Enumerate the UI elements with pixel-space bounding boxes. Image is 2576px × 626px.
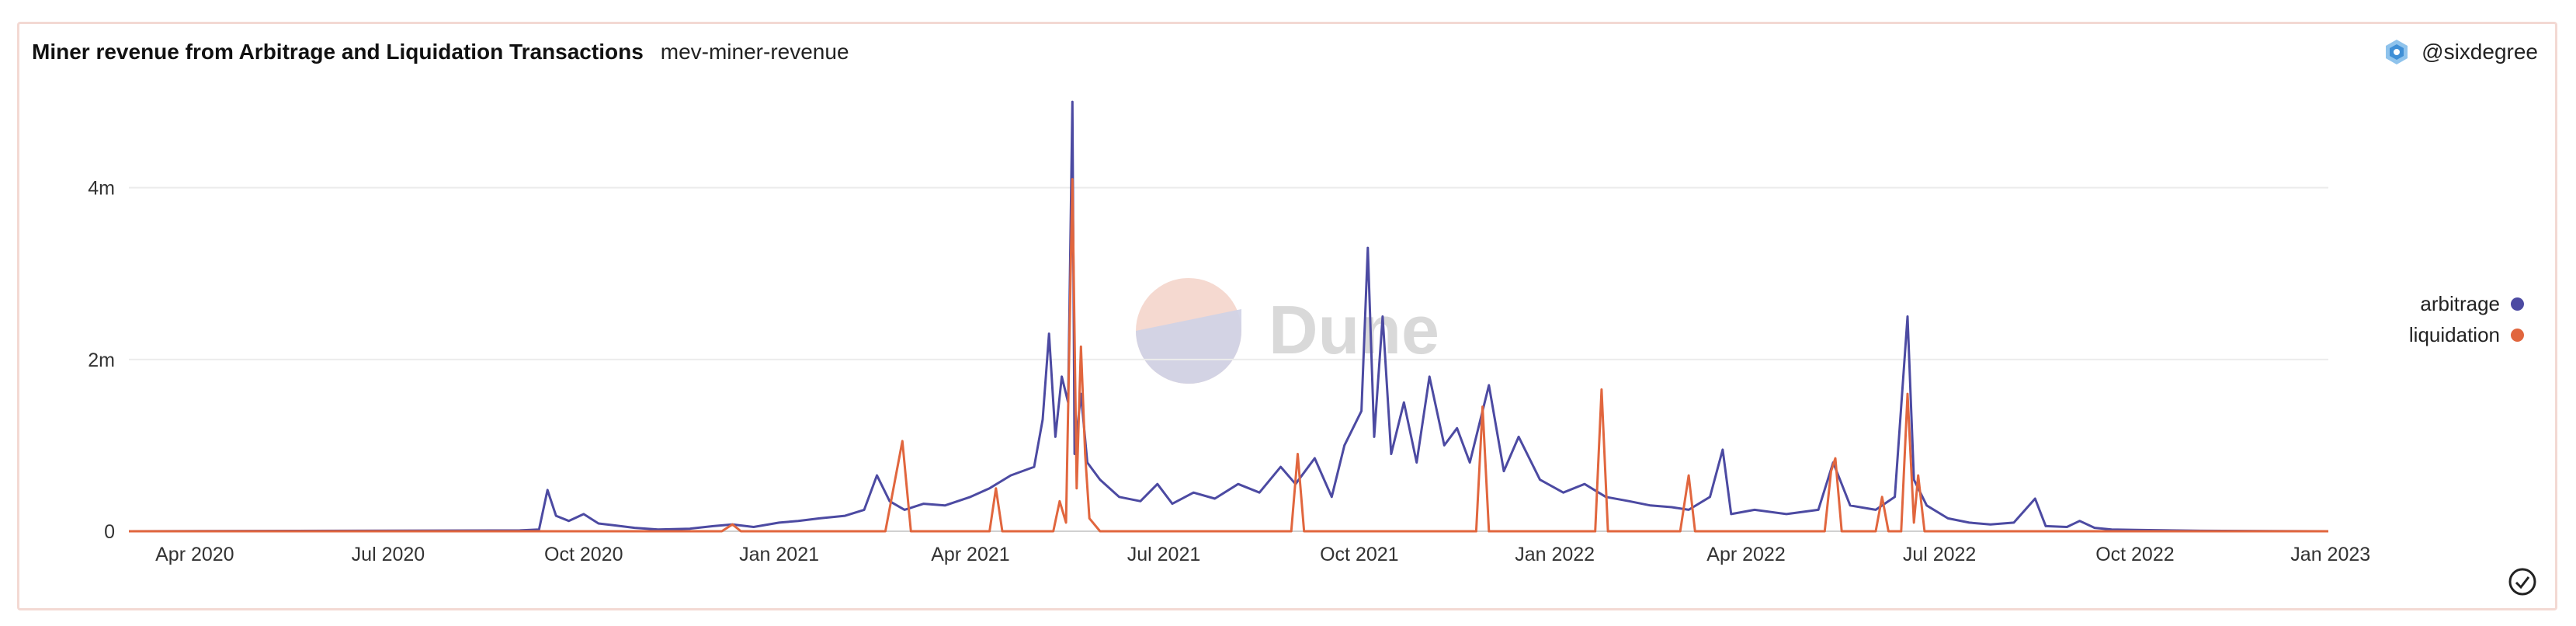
x-axis: Apr 2020 Jul 2020 Oct 2020 Jan 2021 Apr 2021… — [155, 544, 2370, 565]
sixdegree-logo-icon — [2386, 40, 2408, 64]
legend-item-liquidation[interactable]: liquidation — [2409, 319, 2524, 350]
x-tick-label: Jul 2021 — [1127, 544, 1201, 565]
x-tick-label: Jan 2022 — [1515, 544, 1595, 565]
legend-label-arbitrage: arbitrage — [2420, 291, 2500, 315]
chart-series — [128, 100, 2329, 533]
query-name[interactable]: mev-miner-revenue — [660, 40, 849, 64]
x-tick-label: Oct 2022 — [2095, 544, 2174, 565]
y-axis: 0 2m 4m — [88, 178, 115, 543]
check-circle-icon[interactable] — [2507, 566, 2538, 597]
x-tick-label: Apr 2020 — [155, 544, 234, 565]
legend-dot-liquidation — [2511, 328, 2524, 342]
legend-item-arbitrage[interactable]: arbitrage — [2409, 288, 2524, 319]
x-tick-label: Apr 2022 — [1706, 544, 1785, 565]
y-tick-label: 4m — [88, 178, 115, 200]
x-tick-label: Apr 2021 — [931, 544, 1009, 565]
legend: arbitrage liquidation — [2409, 288, 2524, 350]
watermark-text: Dune — [1269, 291, 1439, 368]
legend-dot-arbitrage — [2511, 297, 2524, 311]
chart-grid — [129, 186, 2328, 532]
x-tick-label: Oct 2021 — [1320, 544, 1398, 565]
x-tick-label: Jul 2020 — [352, 544, 425, 565]
x-tick-label: Jan 2021 — [739, 544, 819, 565]
chart-card: Miner revenue from Arbitrage and Liquida… — [17, 22, 2557, 610]
author-handle: @sixdegree — [2422, 40, 2538, 64]
series-line-arbitrage — [128, 100, 2329, 533]
x-tick-label: Oct 2020 — [544, 544, 623, 565]
chart-header: Miner revenue from Arbitrage and Liquida… — [32, 37, 849, 68]
x-tick-label: Jan 2023 — [2290, 544, 2370, 565]
author-badge[interactable]: @sixdegree — [2383, 37, 2538, 68]
series-line-liquidation — [129, 178, 2328, 533]
dune-watermark: Dune — [1136, 278, 1439, 384]
y-tick-label: 2m — [88, 350, 115, 371]
chart-title: Miner revenue from Arbitrage and Liquida… — [32, 40, 644, 64]
y-tick-label: 0 — [104, 521, 115, 543]
legend-label-liquidation: liquidation — [2408, 322, 2500, 346]
x-tick-label: Jul 2022 — [1903, 544, 1977, 565]
